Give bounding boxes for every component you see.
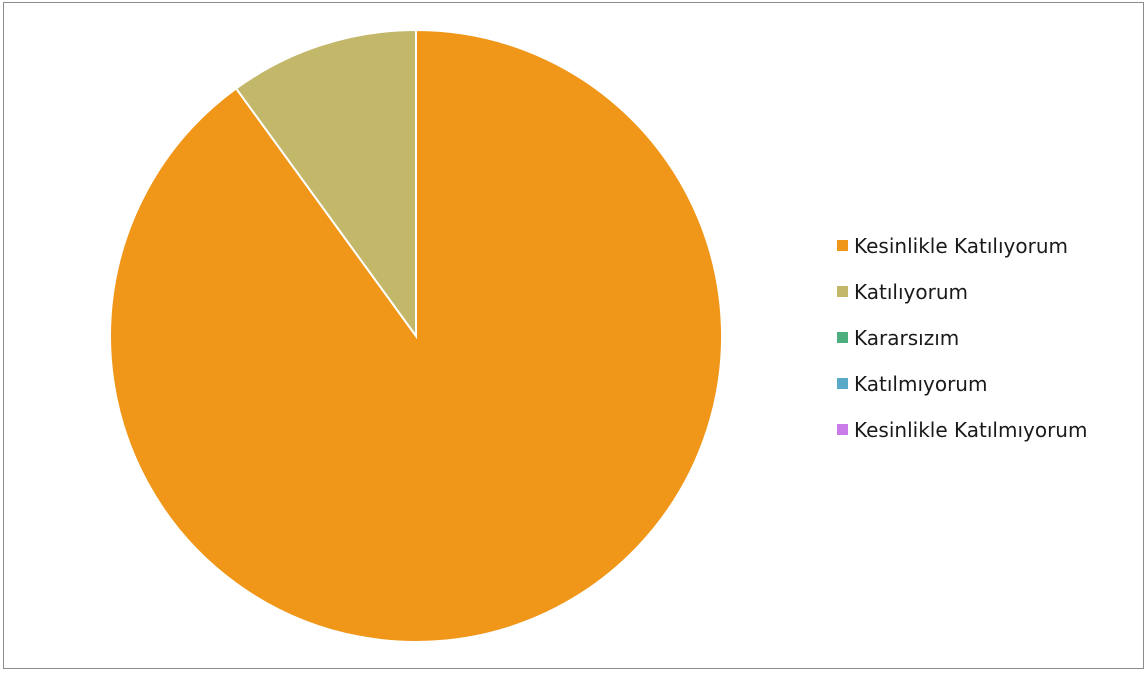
pie-chart [109, 28, 723, 643]
pie-slice-1 [234, 28, 417, 340]
legend-item: Katılmıyorum [837, 369, 1087, 398]
legend-swatch [837, 286, 848, 297]
legend-label: Kesinlikle Katılıyorum [854, 233, 1068, 258]
legend-item: Kesinlikle Katılıyorum [837, 231, 1087, 260]
legend-label: Katılmıyorum [854, 371, 988, 396]
chart-frame: Kesinlikle Katılıyorum Katılıyorum Kararsı… [3, 2, 1144, 669]
legend-swatch [837, 240, 848, 251]
legend-item: Kesinlikle Katılmıyorum [837, 415, 1087, 444]
legend-swatch [837, 378, 848, 389]
legend-item: Kararsızım [837, 323, 1087, 352]
legend-swatch [837, 424, 848, 435]
legend-label: Kesinlikle Katılmıyorum [854, 417, 1088, 442]
legend: Kesinlikle Katılıyorum Katılıyorum Kararsı… [837, 231, 1087, 461]
legend-item: Katılıyorum [837, 277, 1087, 306]
legend-label: Kararsızım [854, 325, 960, 350]
legend-label: Katılıyorum [854, 279, 968, 304]
pie-slices [109, 28, 723, 643]
legend-swatch [837, 332, 848, 343]
